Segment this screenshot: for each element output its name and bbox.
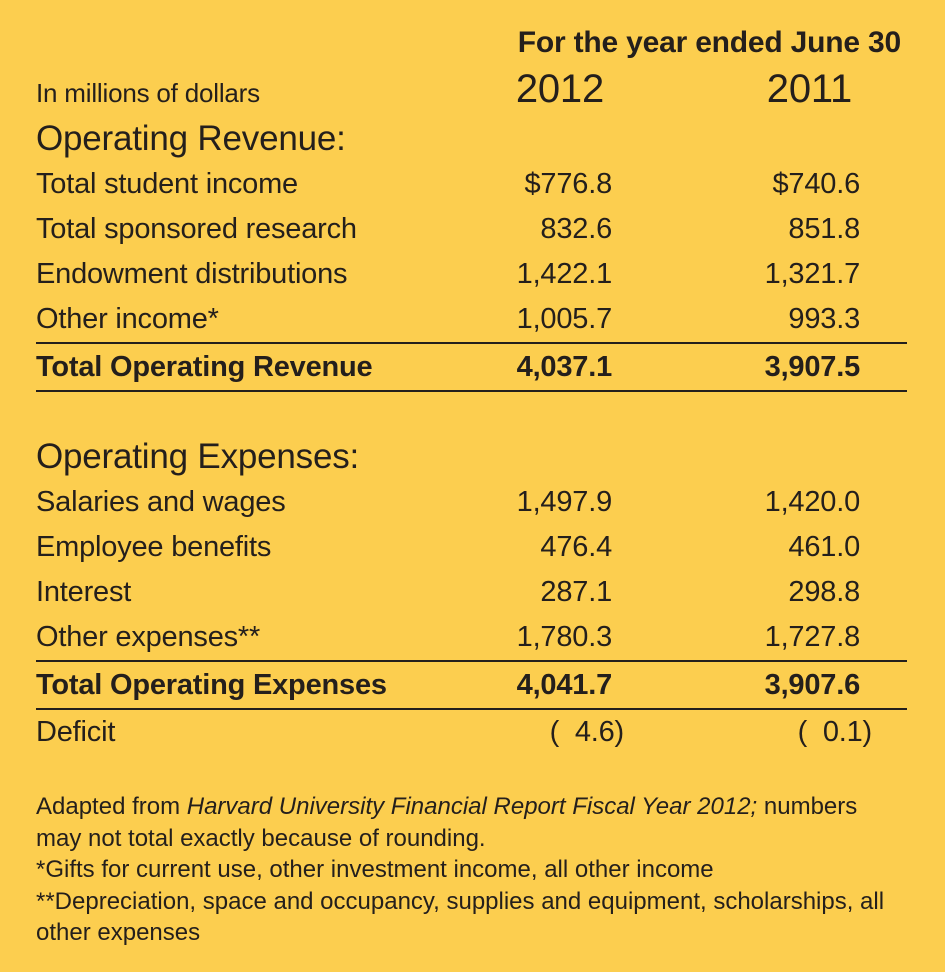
row-label: Deficit [36, 716, 116, 748]
source-note-prefix: Adapted from [36, 793, 187, 820]
value-2011: 3,907.6 [764, 669, 861, 701]
value-2011: 1,321.7 [764, 258, 861, 290]
period-header: For the year ended June 30 [517, 26, 901, 59]
column-headers-row: In millions of dollars 2012 2011 [36, 62, 907, 116]
section-title-operating-revenue: Operating Revenue: [36, 119, 346, 158]
row-label: Total sponsored research [36, 213, 357, 245]
divider-line [36, 708, 907, 710]
value-2012: ( 4.6) [549, 716, 625, 748]
table-row-total-sponsored-research: Total sponsored research 832.6 851.8 [36, 207, 907, 252]
value-2011: ( 0.1) [797, 716, 873, 748]
row-label: Interest [36, 576, 132, 608]
table-row-endowment-distributions: Endowment distributions 1,422.1 1,321.7 [36, 252, 907, 297]
table-row-deficit: Deficit ( 4.6) ( 0.1) [36, 710, 907, 755]
value-2011: 3,907.5 [764, 351, 861, 383]
value-2011: 298.8 [788, 576, 860, 608]
source-note: Adapted from Harvard University Financia… [36, 791, 907, 854]
value-2012: 1,422.1 [516, 258, 613, 290]
row-label: Total Operating Revenue [36, 351, 373, 383]
table-row-employee-benefits: Employee benefits 476.4 461.0 [36, 525, 907, 570]
section-title-operating-expenses: Operating Expenses: [36, 437, 360, 476]
source-note-suffix: numbers may not total exactly because of… [36, 793, 858, 852]
row-label: Endowment distributions [36, 258, 348, 290]
table-row-total-operating-revenue: Total Operating Revenue 4,037.1 3,907.5 [36, 344, 907, 390]
value-2011: 461.0 [788, 531, 860, 563]
footnote-double-star: **Depreciation, space and occupancy, sup… [36, 887, 885, 947]
value-2012: 1,497.9 [516, 486, 613, 518]
table-row-interest: Interest 287.1 298.8 [36, 570, 907, 615]
row-label: Salaries and wages [36, 486, 286, 518]
table-row-other-expenses: Other expenses** 1,780.3 1,727.8 [36, 615, 907, 660]
value-2011: 851.8 [788, 213, 860, 245]
row-label: Total student income [36, 168, 298, 200]
divider-line [36, 342, 907, 344]
value-2012: 287.1 [540, 576, 612, 608]
value-2011: 993.3 [788, 303, 860, 335]
section-gap [36, 392, 907, 434]
value-2012: 1,005.7 [516, 303, 613, 335]
value-2012: 476.4 [540, 531, 612, 563]
units-label: In millions of dollars [36, 78, 260, 108]
value-2012: 1,780.3 [516, 621, 613, 653]
row-label: Other expenses** [36, 621, 261, 653]
value-2012: 4,037.1 [516, 351, 613, 383]
divider-line [36, 660, 907, 662]
value-2011: 1,727.8 [764, 621, 861, 653]
value-2011: 1,420.0 [764, 486, 861, 518]
row-label: Other income* [36, 303, 219, 335]
divider-line [36, 390, 907, 392]
source-note-title: Harvard University Financial Report Fisc… [186, 793, 758, 820]
value-2012: 832.6 [540, 213, 612, 245]
column-header-2011: 2011 [766, 67, 852, 111]
table-row-other-income: Other income* 1,005.7 993.3 [36, 297, 907, 342]
value-2012: $776.8 [524, 168, 613, 200]
footnotes: Adapted from Harvard University Financia… [36, 791, 907, 949]
table-row-salaries-and-wages: Salaries and wages 1,497.9 1,420.0 [36, 480, 907, 525]
row-label: Employee benefits [36, 531, 272, 563]
row-label: Total Operating Expenses [36, 669, 387, 701]
footnote-single-star: *Gifts for current use, other investment… [36, 856, 714, 883]
column-header-2012: 2012 [515, 67, 604, 111]
table-content: For the year ended June 30 In millions o… [36, 26, 907, 949]
table-row-total-operating-expenses: Total Operating Expenses 4,041.7 3,907.6 [36, 662, 907, 708]
value-2011: $740.6 [772, 168, 861, 200]
value-2012: 4,041.7 [516, 669, 613, 701]
table-row-total-student-income: Total student income $776.8 $740.6 [36, 162, 907, 207]
